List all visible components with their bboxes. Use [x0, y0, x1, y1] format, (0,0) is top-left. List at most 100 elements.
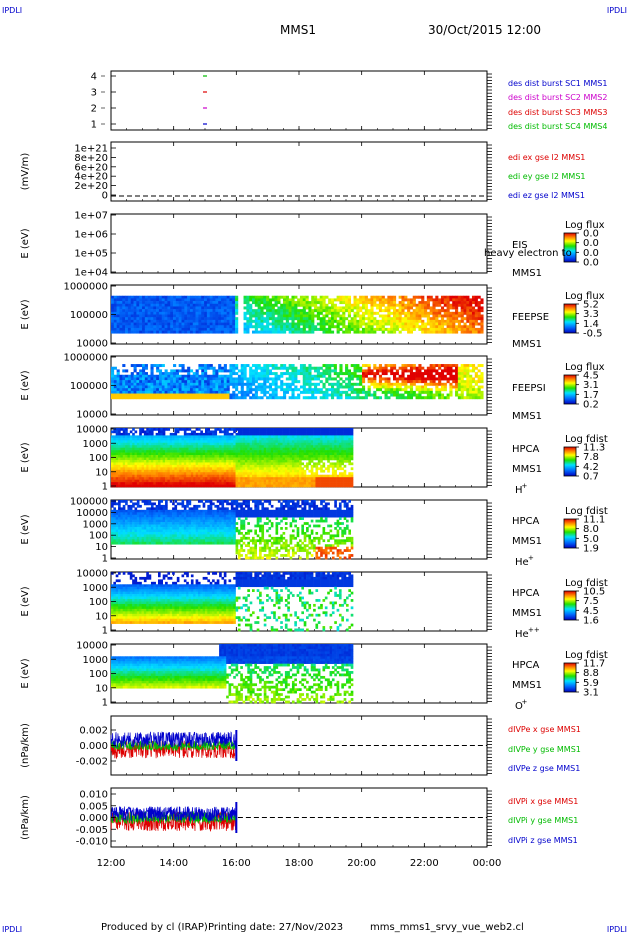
spectrogram-cell [328, 298, 332, 302]
spectrogram-cell [122, 479, 126, 483]
spectrogram-cell [226, 484, 229, 488]
spectrogram-cell [220, 369, 225, 373]
spectrogram-cell [266, 366, 270, 370]
spectrogram-cell [116, 372, 120, 376]
spectrogram-cell [477, 388, 481, 392]
spectrogram-cell [252, 437, 255, 441]
spectrogram-cell [162, 447, 166, 451]
spectrogram-cell [198, 311, 202, 315]
spectrogram-cell [261, 442, 265, 446]
spectrogram-cell [111, 474, 114, 478]
spectrogram-cell [175, 393, 179, 397]
spectrogram-cell [139, 447, 142, 451]
spectrogram-cell [165, 479, 168, 483]
spectrogram-cell [175, 322, 179, 326]
spectrogram-cell [184, 317, 188, 321]
spectrogram-cell [146, 440, 149, 444]
spectrogram-cell [254, 377, 258, 381]
spectrogram-cell [214, 432, 218, 436]
spectrogram-cell [477, 393, 481, 397]
spectrogram-cell [116, 377, 120, 381]
spectrogram-cell [249, 317, 253, 321]
spectrogram-cell [263, 393, 267, 397]
spectrogram-cell [424, 385, 428, 389]
spectrogram-cell [111, 311, 115, 315]
spectrogram-cell [474, 317, 478, 321]
spectrogram-cell [214, 472, 218, 476]
spectrogram-cell [218, 303, 222, 307]
spectrogram-cell [367, 314, 371, 318]
spectrogram-cell [474, 366, 478, 370]
spectrogram-cell [132, 467, 135, 471]
spectrogram-cell [361, 317, 366, 321]
spectrogram-cell [136, 482, 140, 485]
spectrogram-cell [260, 372, 264, 376]
spectrogram-cell [132, 435, 135, 439]
spectrogram-cell [190, 482, 194, 485]
spectrogram-cell [232, 330, 236, 334]
spectrogram-cell [449, 385, 453, 389]
spectrogram-cell [167, 484, 171, 488]
spectrogram-cell [291, 377, 295, 381]
spectrogram-cell [223, 435, 227, 439]
spectrogram-cell [280, 311, 284, 315]
spectrogram-cell [240, 372, 244, 376]
spectrogram-cell [235, 445, 239, 448]
spectrogram-cell [263, 369, 267, 373]
spectrogram-cell [474, 298, 478, 302]
spectrogram-cell [212, 311, 216, 315]
spectrogram-cell [387, 314, 391, 318]
spectrogram-cell [172, 447, 175, 451]
spectrogram-cell [119, 388, 123, 392]
spectrogram-cell [249, 369, 253, 373]
spectrogram-cell [113, 366, 117, 370]
spectrogram-cell [136, 437, 140, 441]
spectrogram-cell [330, 306, 335, 310]
spectrogram-cell [457, 372, 461, 376]
spectrogram-cell [308, 327, 312, 331]
spectrogram-cell [212, 467, 215, 471]
spectrogram-cell [158, 330, 163, 334]
spectrogram-cell [455, 311, 459, 315]
spectrogram-cell [197, 482, 201, 485]
spectrogram-cell [246, 319, 250, 323]
spectrogram-cell [291, 374, 295, 378]
spectrogram-cell [150, 319, 154, 323]
spectrogram-cell [370, 393, 374, 397]
spectrogram-cell [387, 327, 391, 331]
spectrogram-cell [186, 459, 189, 463]
spectrogram-cell [345, 309, 349, 313]
spectrogram-cell [156, 314, 160, 318]
spectrogram-cell [115, 464, 119, 468]
spectrogram-cell [319, 396, 323, 400]
spectrogram-cell [136, 440, 140, 444]
spectrogram-cell [376, 298, 380, 302]
spectrogram-cell [266, 327, 270, 331]
spectrogram-cell [153, 442, 156, 446]
spectrogram-cell [297, 327, 301, 331]
spectrogram-cell [308, 319, 312, 323]
spectrogram-cell [415, 325, 419, 329]
spectrogram-cell [440, 388, 445, 392]
spectrogram-cell [133, 385, 137, 389]
spectrogram-cell [164, 317, 168, 321]
spectrogram-cell [438, 372, 442, 376]
spectrogram-cell [153, 309, 157, 313]
spectrogram-cell [474, 327, 478, 331]
spectrogram-cell [230, 450, 234, 453]
spectrogram-cell [254, 364, 258, 368]
spectrogram-cell [205, 450, 208, 453]
spectrogram-cell [460, 298, 464, 302]
spectrogram-cell [125, 314, 129, 318]
spectrogram-cell [268, 477, 272, 480]
spectrogram-cell [364, 298, 368, 302]
spectrogram-cell [153, 462, 156, 466]
spectrogram-cell [271, 311, 275, 315]
spectrogram-cell [299, 298, 304, 302]
spectrogram-cell [218, 311, 222, 315]
spectrogram-cell [345, 325, 349, 329]
spectrogram-cell [421, 309, 425, 313]
spectrogram-cell [162, 450, 166, 453]
spectrogram-cell [226, 298, 230, 302]
spectrogram-cell [218, 364, 222, 368]
